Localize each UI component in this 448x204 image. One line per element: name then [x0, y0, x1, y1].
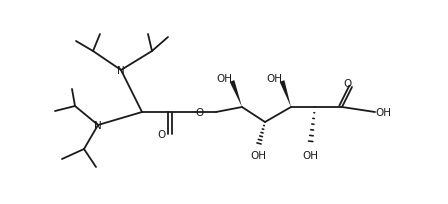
Text: N: N [94, 120, 102, 130]
Text: O: O [343, 79, 351, 89]
Polygon shape [230, 81, 242, 108]
Text: O: O [196, 108, 204, 118]
Text: OH: OH [216, 74, 232, 84]
Text: OH: OH [375, 108, 391, 118]
Text: N: N [117, 66, 125, 76]
Polygon shape [280, 81, 291, 108]
Text: OH: OH [302, 150, 318, 160]
Text: O: O [157, 129, 165, 139]
Text: OH: OH [266, 74, 282, 84]
Text: OH: OH [250, 150, 266, 160]
